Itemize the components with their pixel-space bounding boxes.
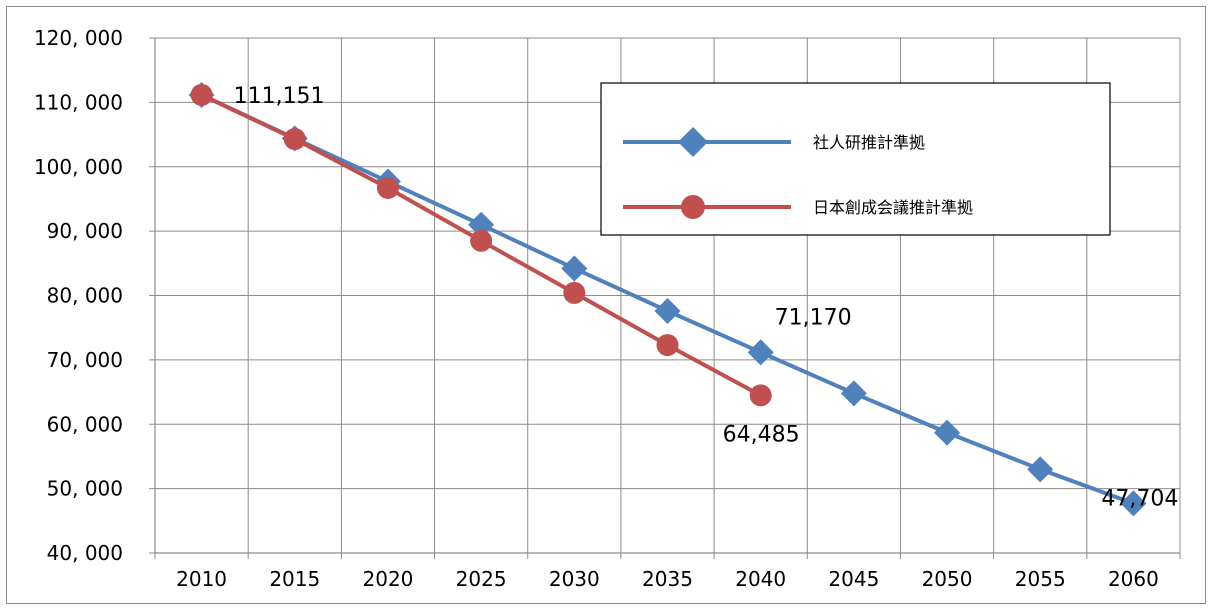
data-point-diamond xyxy=(1120,490,1147,517)
x-tick-label: 2040 xyxy=(735,567,786,591)
x-tick-label: 2030 xyxy=(549,567,600,591)
data-point-circle xyxy=(749,384,772,407)
data-labels: 111,151 71,170 64,485 47,704 xyxy=(234,84,1179,511)
data-point-diamond xyxy=(468,211,495,238)
x-axis-tick-labels: 2010 2015 2020 2025 2030 2035 2040 2045 2050 2055… xyxy=(176,567,1159,591)
y-tick-label: 50, 000 xyxy=(47,477,123,501)
y-tick-label: 70, 000 xyxy=(47,348,123,372)
x-tick-label: 2035 xyxy=(642,567,693,591)
y-tick-label: 110, 000 xyxy=(34,90,123,114)
legend-label: 日本創成会議推計準拠 xyxy=(813,198,973,217)
data-point-circle xyxy=(656,334,679,357)
x-tick-label: 2010 xyxy=(176,567,227,591)
series-2 xyxy=(190,83,772,407)
data-point-diamond xyxy=(747,339,774,366)
data-label: 111,151 xyxy=(234,84,325,109)
data-point-circle xyxy=(283,128,306,151)
x-tick-label: 2025 xyxy=(456,567,507,591)
x-tick-label: 2015 xyxy=(269,567,320,591)
data-label: 64,485 xyxy=(723,422,800,447)
y-tick-label: 80, 000 xyxy=(47,284,123,308)
data-point-diamond xyxy=(934,419,961,446)
data-point-circle xyxy=(470,229,493,252)
series-group xyxy=(188,81,1147,517)
y-tick-label: 90, 000 xyxy=(47,219,123,243)
legend-marker-diamond xyxy=(678,127,708,157)
x-tick-label: 2055 xyxy=(1015,567,1066,591)
x-tick-label: 2020 xyxy=(363,567,414,591)
x-tick-label: 2050 xyxy=(922,567,973,591)
y-tick-label: 120, 000 xyxy=(34,26,123,50)
x-tick-label: 2060 xyxy=(1108,567,1159,591)
legend-label: 社人研推計準拠 xyxy=(813,133,925,152)
data-point-circle xyxy=(190,83,213,106)
y-axis-tick-labels: 40, 000 50, 000 60, 000 70, 000 80, 000 90, 0… xyxy=(34,26,123,565)
data-label: 71,170 xyxy=(775,305,852,330)
data-point-circle xyxy=(563,281,586,304)
data-point-diamond xyxy=(1027,456,1054,483)
legend-entry: 社人研推計準拠 xyxy=(623,127,925,157)
y-tick-label: 60, 000 xyxy=(47,412,123,436)
axes xyxy=(149,37,1181,559)
data-point-circle xyxy=(376,176,399,199)
data-point-diamond xyxy=(561,255,588,282)
legend-box xyxy=(600,82,1111,236)
y-tick-label: 40, 000 xyxy=(47,541,123,565)
legend-marker-circle xyxy=(681,195,705,219)
data-point-diamond xyxy=(654,297,681,324)
legend-entry: 日本創成会議推計準拠 xyxy=(623,195,973,219)
y-tick-label: 100, 000 xyxy=(34,155,123,179)
data-label: 47,704 xyxy=(1101,486,1178,511)
data-point-diamond xyxy=(840,380,867,407)
x-tick-label: 2045 xyxy=(828,567,879,591)
